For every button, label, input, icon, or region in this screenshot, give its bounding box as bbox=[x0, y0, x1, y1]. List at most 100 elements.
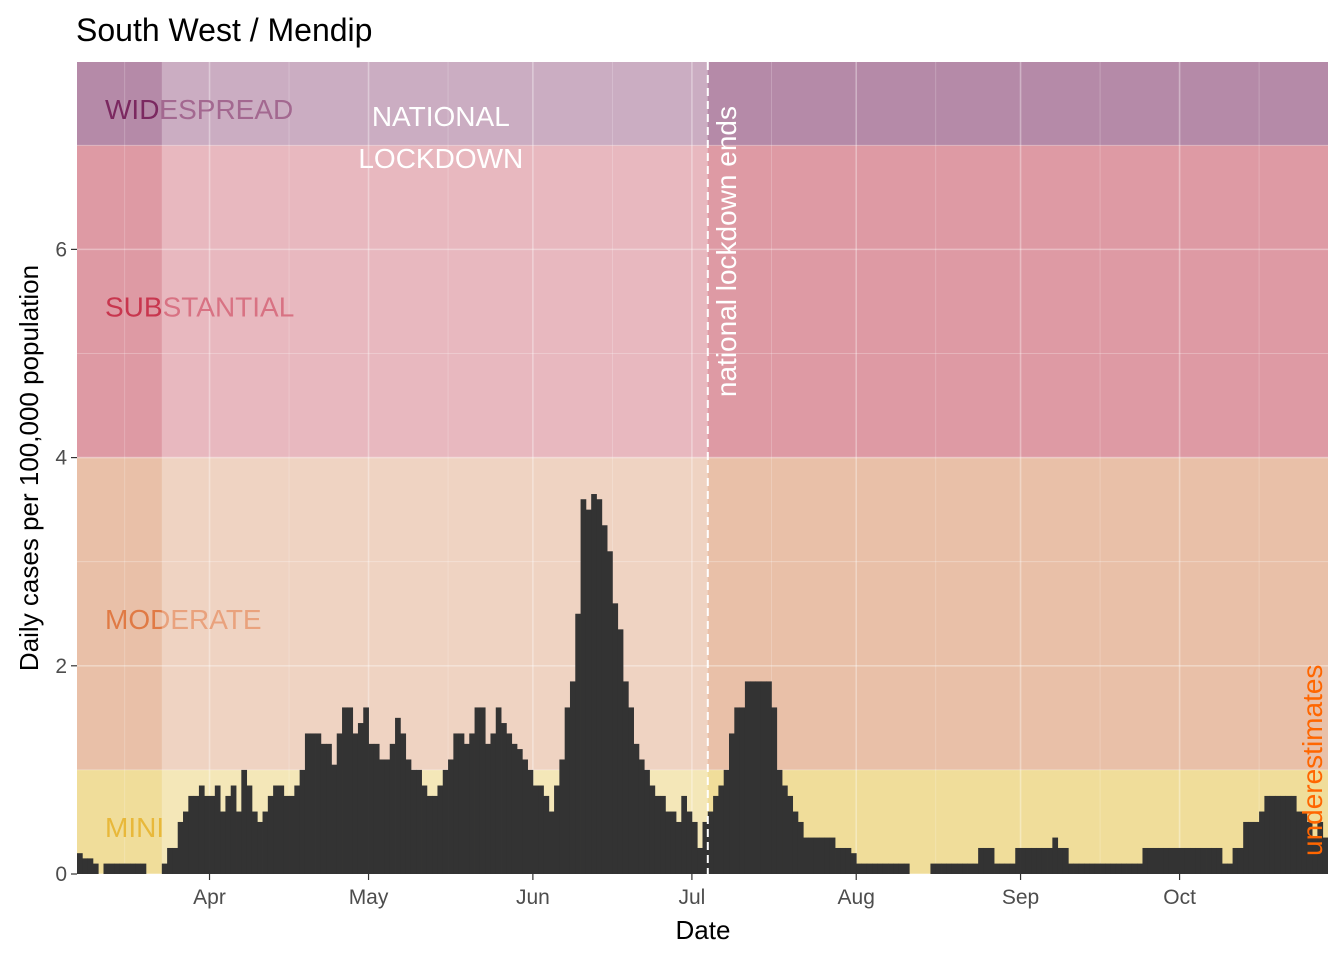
bar bbox=[1089, 863, 1096, 874]
bar bbox=[1047, 847, 1053, 874]
bar bbox=[1322, 837, 1328, 874]
x-axis-title: Date bbox=[676, 915, 731, 945]
band-label-minimal: MINI bbox=[105, 812, 164, 843]
bar bbox=[103, 863, 110, 874]
bar bbox=[824, 837, 831, 874]
bar bbox=[649, 785, 656, 874]
bar bbox=[273, 785, 279, 874]
bar bbox=[485, 743, 491, 874]
bar bbox=[442, 769, 449, 874]
bar bbox=[1301, 811, 1308, 874]
bar bbox=[209, 795, 216, 874]
bar bbox=[437, 785, 444, 874]
bar bbox=[681, 795, 687, 874]
bar bbox=[1211, 847, 1218, 874]
bar bbox=[654, 795, 661, 874]
bar bbox=[665, 811, 672, 874]
y-tick-label: 0 bbox=[55, 863, 67, 886]
bar bbox=[501, 723, 507, 874]
bar bbox=[607, 551, 613, 874]
bar bbox=[532, 785, 539, 874]
bar bbox=[527, 769, 534, 874]
x-tick-label: Oct bbox=[1163, 886, 1196, 909]
bar bbox=[866, 863, 873, 874]
bar bbox=[617, 629, 624, 874]
bar bbox=[1131, 863, 1138, 874]
bar bbox=[893, 863, 900, 874]
bar bbox=[1062, 847, 1069, 874]
bar bbox=[713, 795, 719, 874]
bar bbox=[373, 743, 380, 874]
bar bbox=[1227, 863, 1233, 874]
bar bbox=[490, 733, 497, 874]
lockdown-label-line: LOCKDOWN bbox=[358, 143, 523, 174]
bar bbox=[569, 681, 576, 874]
bar bbox=[861, 863, 868, 874]
bar bbox=[1100, 863, 1106, 874]
bar bbox=[448, 759, 454, 874]
bar bbox=[1041, 847, 1048, 874]
bar bbox=[198, 785, 205, 874]
bar bbox=[1137, 863, 1143, 874]
bar bbox=[787, 795, 794, 874]
bar bbox=[628, 707, 634, 874]
bar bbox=[262, 811, 269, 874]
bar bbox=[135, 863, 142, 874]
bar bbox=[1126, 863, 1133, 874]
bar bbox=[257, 821, 263, 874]
bar bbox=[808, 837, 815, 874]
bar bbox=[336, 733, 343, 874]
bar bbox=[797, 821, 804, 874]
bar bbox=[384, 759, 391, 874]
y-tick-label: 2 bbox=[55, 655, 67, 678]
bar bbox=[320, 743, 327, 874]
bar bbox=[564, 707, 571, 874]
bar bbox=[1168, 847, 1175, 874]
bar bbox=[453, 733, 460, 874]
bar bbox=[1274, 795, 1281, 874]
bar bbox=[845, 847, 852, 874]
bar bbox=[1190, 847, 1196, 874]
bar bbox=[1036, 847, 1043, 874]
bar bbox=[1280, 795, 1286, 874]
bar bbox=[1105, 863, 1112, 874]
bar bbox=[310, 733, 316, 874]
bar bbox=[1264, 795, 1271, 874]
bar bbox=[850, 853, 857, 874]
bar bbox=[511, 743, 518, 874]
bar bbox=[1195, 847, 1202, 874]
bar bbox=[347, 707, 354, 874]
bar bbox=[776, 769, 783, 874]
bar bbox=[389, 743, 396, 874]
bar bbox=[956, 863, 963, 874]
y-tick-label: 4 bbox=[55, 447, 67, 470]
bar bbox=[251, 811, 258, 874]
bar bbox=[77, 853, 83, 874]
x-tick-label: Sep bbox=[1002, 886, 1039, 909]
bar bbox=[495, 707, 502, 874]
bar bbox=[660, 795, 666, 874]
bar bbox=[172, 847, 179, 874]
x-tick-label: Jul bbox=[678, 886, 705, 909]
bar bbox=[1269, 795, 1276, 874]
bar bbox=[575, 613, 581, 874]
bar bbox=[994, 863, 1000, 874]
bar bbox=[638, 759, 645, 874]
bar bbox=[140, 863, 147, 874]
bar bbox=[622, 681, 629, 874]
band-moderate bbox=[77, 457, 1328, 770]
underestimates-label: underestimates bbox=[1297, 665, 1328, 856]
bar bbox=[1206, 847, 1212, 874]
bar bbox=[612, 603, 619, 874]
bar bbox=[734, 707, 741, 874]
bar bbox=[691, 821, 698, 874]
bar bbox=[978, 847, 984, 874]
bar bbox=[267, 795, 274, 874]
bar bbox=[352, 733, 359, 874]
bar bbox=[1052, 837, 1059, 874]
bar bbox=[686, 811, 693, 874]
bar bbox=[432, 795, 438, 874]
bar bbox=[1004, 863, 1011, 874]
lockdown-end-label: national lockdown ends bbox=[711, 106, 742, 397]
bar bbox=[930, 863, 937, 874]
